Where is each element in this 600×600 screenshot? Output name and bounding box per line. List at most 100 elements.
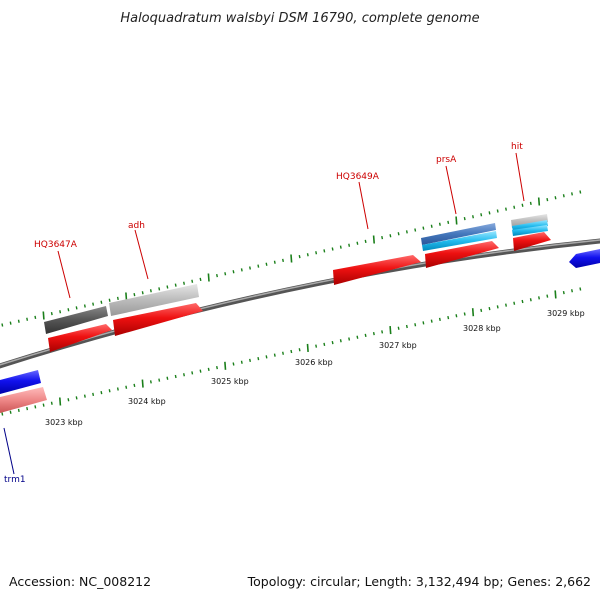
pseudo-cds-arrow[interactable]: [0, 387, 47, 413]
minor-tick: [141, 291, 144, 295]
minor-tick: [207, 367, 210, 372]
cds-arrow-hq3649a[interactable]: [333, 255, 421, 285]
rna-feature-prsa[interactable]: [422, 231, 497, 251]
minor-tick: [50, 401, 53, 405]
minor-tick: [149, 289, 152, 293]
major-tick: [471, 308, 475, 317]
leader-line-adh: [134, 229, 149, 280]
minor-tick: [364, 333, 367, 338]
map-title: Haloquadratum walsbyi DSM 16790, complet…: [120, 11, 479, 26]
minor-tick: [174, 374, 177, 379]
minor-tick: [133, 292, 136, 297]
minor-tick: [273, 353, 276, 357]
minor-tick: [480, 213, 483, 217]
cds-arrow-hit[interactable]: [513, 232, 551, 251]
rna-feature-hit-2[interactable]: [512, 225, 548, 236]
minor-tick: [538, 296, 540, 300]
minor-tick: [199, 277, 202, 282]
minor-tick: [133, 383, 136, 388]
gene-feature-prsa[interactable]: [421, 223, 496, 245]
minor-tick: [521, 299, 524, 304]
minor-tick: [356, 241, 359, 245]
minor-tick: [546, 197, 549, 202]
minor-tick: [17, 408, 20, 413]
gene-label-trm1[interactable]: trm1: [4, 475, 26, 485]
minor-tick: [183, 281, 185, 285]
minor-tick: [463, 216, 466, 221]
minor-tick: [50, 311, 53, 316]
minor-tick: [174, 283, 177, 287]
minor-tick: [562, 194, 565, 198]
minor-tick: [339, 245, 342, 249]
minor-tick: [265, 355, 268, 359]
minor-tick: [282, 351, 284, 355]
cds-arrow-hq3647a[interactable]: [48, 324, 112, 352]
minor-tick: [149, 380, 152, 384]
minor-tick: [158, 287, 161, 291]
minor-tick: [191, 371, 194, 375]
major-tick: [125, 292, 128, 301]
minor-tick: [108, 298, 111, 302]
minor-tick: [397, 232, 400, 236]
leader-line-hq3649a: [358, 181, 369, 230]
minor-tick: [496, 209, 499, 213]
major-tick: [42, 311, 45, 320]
minor-tick: [232, 362, 235, 366]
minor-tick: [562, 290, 565, 295]
cds-arrow-adh[interactable]: [113, 303, 203, 336]
minor-tick: [571, 192, 573, 196]
minor-tick: [273, 260, 276, 264]
minor-tick: [232, 270, 235, 274]
gene-feature-adh[interactable]: [109, 284, 199, 316]
minor-tick: [389, 234, 392, 238]
minor-tick: [34, 315, 37, 320]
major-tick: [537, 197, 541, 206]
minor-tick: [505, 303, 507, 307]
major-tick: [372, 235, 375, 244]
minor-tick: [372, 331, 375, 336]
minor-tick: [315, 344, 318, 348]
gene-label-hq3649a[interactable]: HQ3649A: [336, 172, 380, 182]
accession-text: Accession: NC_008212: [9, 574, 151, 589]
minor-tick: [430, 319, 433, 323]
minor-tick: [26, 406, 29, 411]
minor-tick: [480, 308, 483, 313]
gene-label-hq3647a[interactable]: HQ3647A: [34, 240, 78, 250]
minor-tick: [9, 410, 12, 414]
minor-tick: [298, 348, 301, 352]
minor-tick: [381, 330, 384, 334]
major-tick: [306, 343, 309, 352]
gene-label-adh[interactable]: adh: [128, 221, 145, 231]
genome-backbone: [0, 238, 600, 369]
cds-arrow-prsa[interactable]: [425, 241, 499, 268]
minor-tick: [257, 356, 260, 361]
minor-tick: [323, 249, 326, 253]
minor-tick: [75, 306, 78, 310]
minor-tick: [356, 335, 359, 339]
minor-tick: [83, 394, 86, 398]
cds-arrow-reverse-right[interactable]: [569, 249, 600, 268]
minor-tick: [381, 235, 384, 240]
major-tick: [389, 326, 392, 335]
minor-tick: [422, 321, 425, 325]
minor-tick: [166, 285, 169, 289]
gene-label-hit[interactable]: hit: [511, 142, 523, 152]
minor-tick: [216, 365, 218, 370]
gene-label-prsa[interactable]: prsA: [436, 155, 457, 165]
minor-tick: [529, 201, 532, 206]
cds-arrow-trm1[interactable]: [0, 370, 41, 394]
minor-tick: [216, 273, 218, 278]
minor-tick: [116, 387, 119, 391]
minor-tick: [125, 385, 128, 389]
major-tick: [224, 361, 227, 370]
major-tick: [290, 254, 293, 263]
minor-tick: [463, 312, 466, 316]
minor-tick: [199, 369, 202, 373]
minor-tick: [339, 339, 342, 343]
gene-feature-hit[interactable]: [511, 214, 548, 228]
minor-tick: [579, 190, 582, 194]
minor-tick: [348, 243, 351, 247]
minor-tick: [1, 412, 4, 416]
gene-feature-hq3647a[interactable]: [44, 306, 108, 334]
minor-tick: [315, 251, 318, 255]
